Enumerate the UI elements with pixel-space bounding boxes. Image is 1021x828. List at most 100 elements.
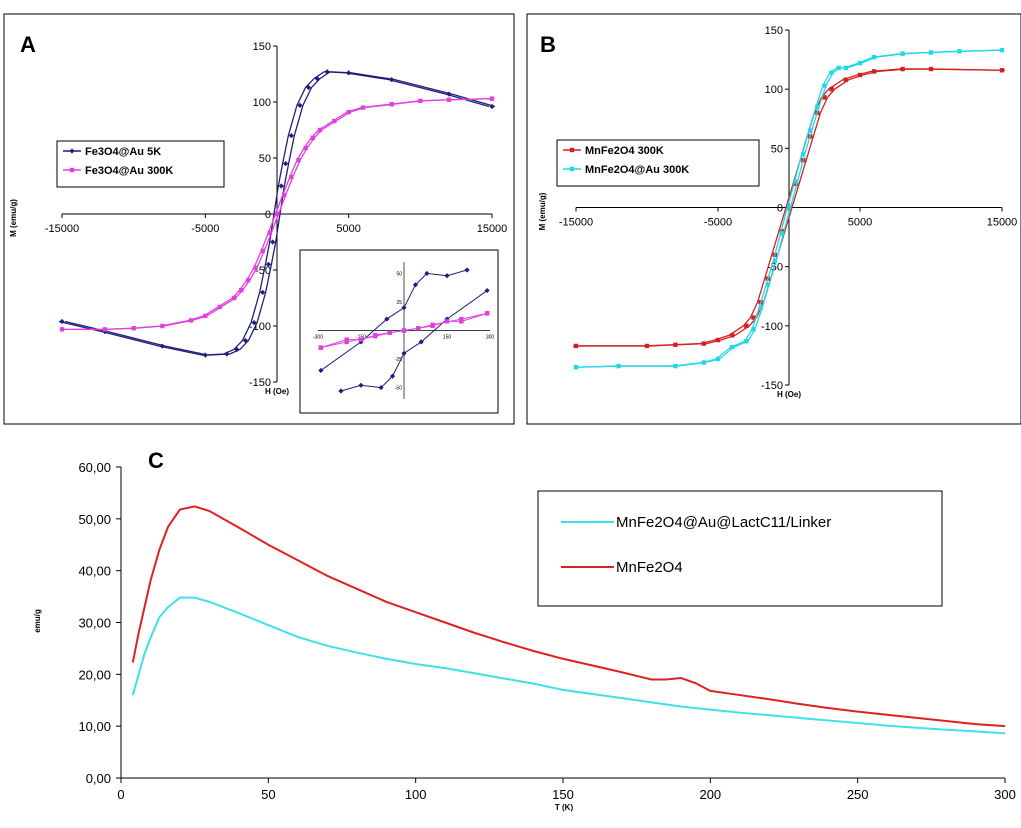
legend-box <box>537 490 943 607</box>
data-point <box>793 181 799 187</box>
legend-label: MnFe2O4@Au@LactC11/Linker <box>616 514 831 531</box>
data-point <box>701 360 706 365</box>
data-point <box>673 363 678 369</box>
inset-data-point <box>464 267 470 273</box>
series-line <box>573 68 1000 347</box>
data-point <box>446 97 452 102</box>
inset-data-point <box>484 311 490 316</box>
data-point <box>59 318 65 325</box>
inset-data-point <box>416 326 421 331</box>
data-point <box>801 152 806 157</box>
inset-x-tick-label: 150 <box>443 335 452 341</box>
data-point <box>224 351 230 357</box>
data-point <box>928 66 934 72</box>
data-point <box>730 344 735 350</box>
data-point <box>829 86 834 92</box>
inset-data-point <box>344 337 349 342</box>
data-point <box>265 261 271 267</box>
y-axis-label: M (emu/g) <box>9 199 18 237</box>
series-line <box>64 71 496 356</box>
data-point <box>418 98 423 104</box>
inset-data-point <box>401 350 407 356</box>
data-point <box>779 228 785 234</box>
data-point <box>822 83 827 88</box>
y-tick-label: -150 <box>761 380 783 392</box>
inset-data-point <box>401 328 407 333</box>
inset-y-tick-label: -50 <box>395 386 402 392</box>
panel-a-label: A <box>20 32 36 57</box>
data-point <box>822 95 827 100</box>
y-tick-label: 0 <box>265 209 271 221</box>
y-tick-label: 50,00 <box>78 512 111 527</box>
data-point <box>346 70 352 76</box>
data-point <box>446 91 452 97</box>
data-point <box>872 55 877 60</box>
data-point <box>857 60 863 66</box>
y-tick-label: 10,00 <box>78 719 111 734</box>
data-point <box>305 84 312 91</box>
x-axis-label: H (Oe) <box>777 390 801 399</box>
data-point <box>317 127 323 133</box>
data-point <box>857 72 863 78</box>
x-tick-label: 300 <box>994 787 1016 802</box>
y-tick-label: 20,00 <box>78 667 111 682</box>
data-point <box>836 65 841 71</box>
data-point <box>808 128 813 133</box>
data-point <box>673 342 678 347</box>
y-axis-label: M (emu/g) <box>538 192 547 230</box>
data-point <box>573 343 579 349</box>
data-point <box>616 363 621 369</box>
data-point <box>744 339 749 344</box>
data-point <box>202 352 208 358</box>
data-point <box>751 327 756 332</box>
inset-data-point <box>387 330 392 335</box>
panel-c-chart: 0 50 100 150 200 250 300 0,00 10,00 20,00 30,00 40,… <box>33 460 1016 812</box>
data-point <box>288 133 294 139</box>
legend-label: Fe3O4@Au 300K <box>85 165 173 177</box>
legend-label: Fe3O4@Au 5K <box>85 146 161 158</box>
data-point <box>242 337 249 344</box>
data-point <box>131 326 136 331</box>
inset-data-point <box>338 388 344 394</box>
inset-data-point <box>444 319 450 324</box>
x-tick-label: 5000 <box>848 217 872 229</box>
x-tick-label: 50 <box>261 787 275 802</box>
inset-data-point <box>389 373 396 379</box>
data-point <box>744 323 749 329</box>
y-tick-label: 50 <box>259 153 271 165</box>
legend-label: MnFe2O4 <box>616 559 683 576</box>
data-point <box>751 315 756 320</box>
y-tick-label: -100 <box>761 321 783 333</box>
data-point <box>234 346 240 353</box>
inset-data-point <box>444 273 450 279</box>
inset-data-point <box>430 322 435 327</box>
x-tick-label: -5000 <box>191 223 219 235</box>
inset-data-point <box>459 316 464 322</box>
inset-data-point <box>358 382 364 388</box>
data-point <box>815 104 820 110</box>
y-tick-label: 60,00 <box>78 460 111 475</box>
x-tick-label: -5000 <box>704 217 732 229</box>
data-point <box>203 313 208 319</box>
data-point <box>957 49 962 54</box>
data-point <box>389 77 395 83</box>
inset-data-point <box>484 287 490 294</box>
inset-y-tick-label: 25 <box>396 300 402 306</box>
inset-x-tick-label: 300 <box>486 335 495 341</box>
data-point <box>260 289 266 295</box>
y-tick-label: 0 <box>777 203 783 215</box>
y-tick-label: -50 <box>255 265 271 277</box>
data-point <box>644 343 650 349</box>
panel-b-frame <box>526 13 1021 425</box>
x-tick-label: 100 <box>405 787 427 802</box>
data-point <box>360 105 366 110</box>
y-tick-label: -150 <box>249 377 271 389</box>
data-point <box>843 65 848 71</box>
data-point <box>779 231 785 236</box>
data-point <box>701 341 706 346</box>
data-point <box>251 320 257 326</box>
data-point <box>829 70 834 75</box>
x-tick-label: 250 <box>847 787 869 802</box>
data-point <box>324 69 330 75</box>
data-point <box>281 192 287 198</box>
